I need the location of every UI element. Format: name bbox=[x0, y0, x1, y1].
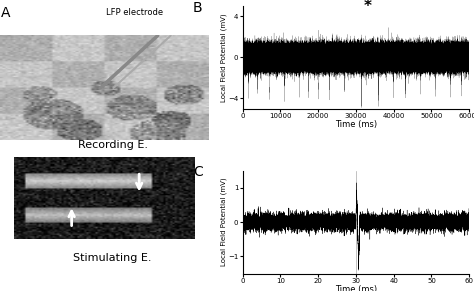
Y-axis label: Local Field Potential (mV): Local Field Potential (mV) bbox=[220, 178, 227, 266]
Text: Stimulating E.: Stimulating E. bbox=[73, 253, 152, 263]
X-axis label: Time (ms): Time (ms) bbox=[335, 120, 377, 129]
Text: Recording E.: Recording E. bbox=[78, 140, 147, 150]
X-axis label: Time (ms): Time (ms) bbox=[335, 285, 377, 291]
Text: LFP electrode: LFP electrode bbox=[106, 8, 163, 17]
Text: A: A bbox=[0, 6, 10, 20]
Y-axis label: Local Field Potential (mV): Local Field Potential (mV) bbox=[220, 13, 227, 102]
Text: *: * bbox=[363, 0, 371, 14]
Text: C: C bbox=[193, 165, 202, 180]
Text: B: B bbox=[193, 1, 202, 15]
